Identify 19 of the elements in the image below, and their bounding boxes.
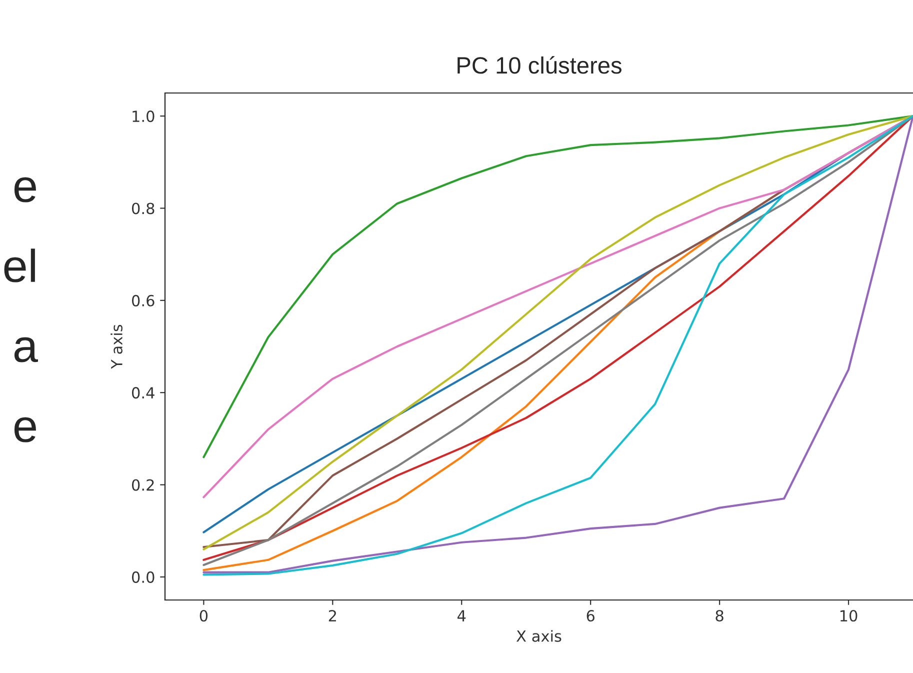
y-tick-label: 0.4 <box>132 387 154 399</box>
y-tick-label: 0.6 <box>132 294 154 306</box>
y-tick-label: 0.2 <box>132 479 154 491</box>
y-tick-label: 1.0 <box>132 110 154 122</box>
text: e <box>14 417 36 442</box>
text: a <box>14 337 38 362</box>
text: el <box>4 248 35 282</box>
chart-title: PC 10 clústeres <box>458 56 622 74</box>
x-tick-label: 8 <box>716 610 724 622</box>
y-axis-title: Y axis <box>110 324 122 369</box>
x-tick-label: 10 <box>840 610 858 622</box>
x-tick-label: 4 <box>458 610 466 622</box>
text: e <box>14 177 36 202</box>
y-tick-label: 0.0 <box>132 571 154 583</box>
x-tick-label: 2 <box>328 610 336 622</box>
y-tick-label: 0.8 <box>132 202 154 214</box>
x-tick-label: 6 <box>586 610 594 622</box>
x-tick-label: 0 <box>200 610 208 622</box>
x-axis-title: X axis <box>516 630 562 642</box>
